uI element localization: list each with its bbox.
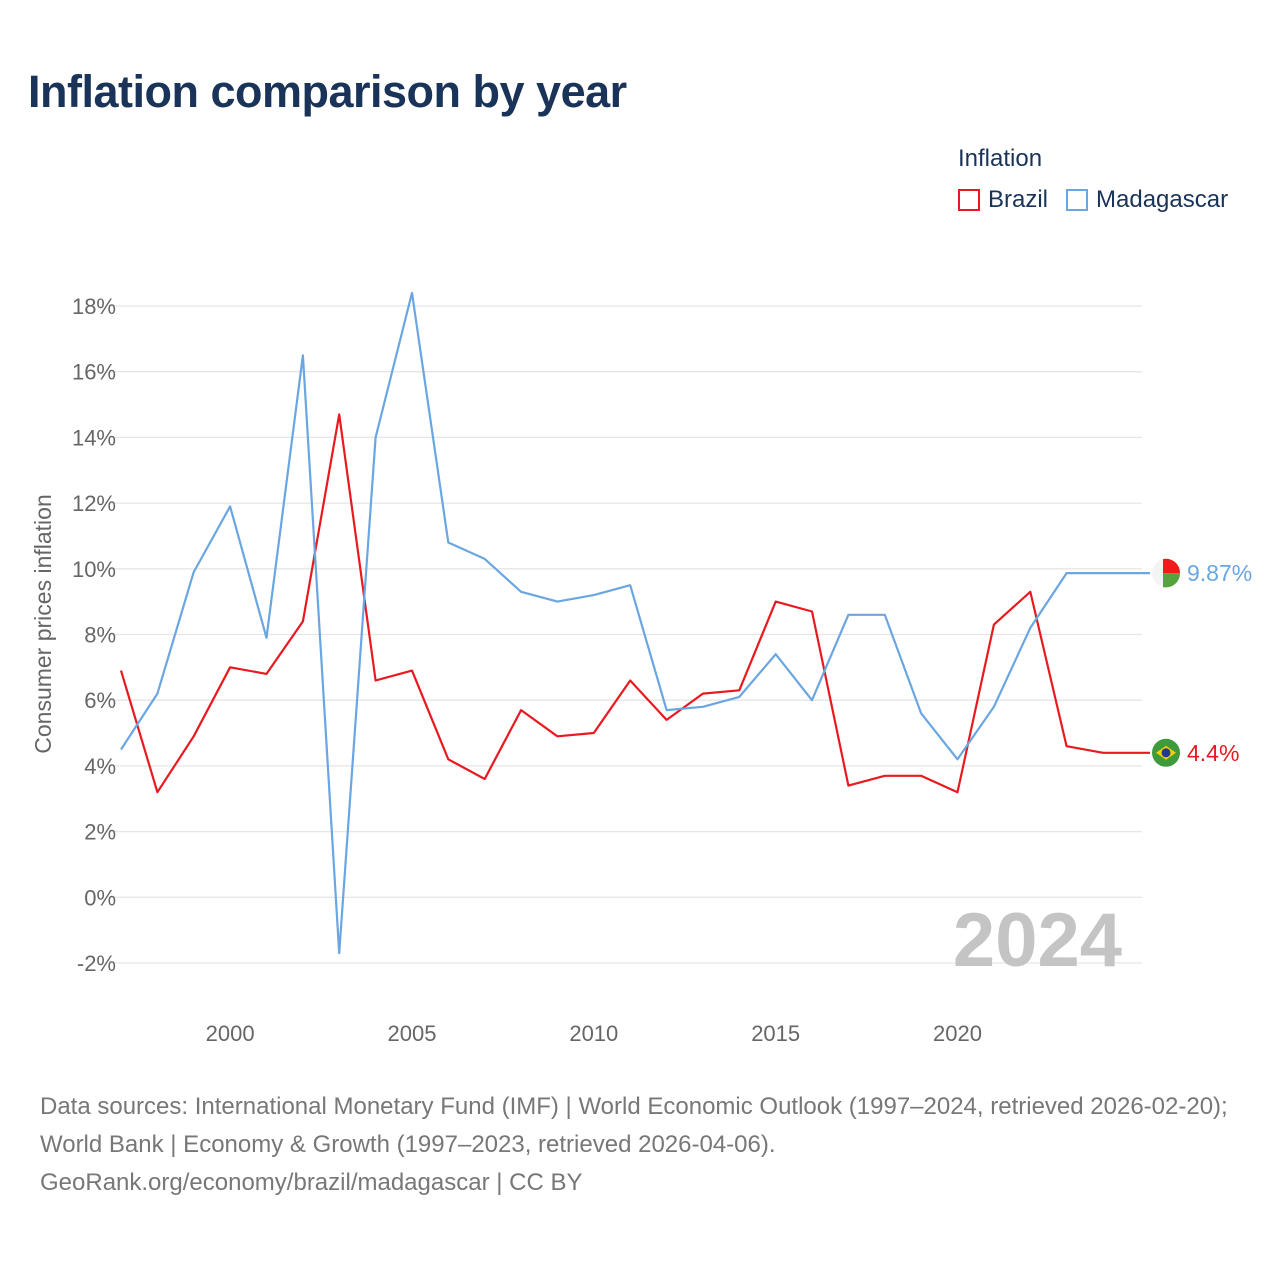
series-line-brazil[interactable] bbox=[119, 413, 1150, 794]
x-tick-label: 2000 bbox=[206, 1021, 255, 1046]
flag-marker-brazil bbox=[1152, 738, 1180, 767]
end-label-brazil: 4.4% bbox=[1187, 740, 1239, 766]
flag-marker-madagascar bbox=[1152, 558, 1181, 588]
y-tick-label: 8% bbox=[84, 623, 116, 648]
legend-swatch-madagascar bbox=[1066, 189, 1089, 211]
x-tick-label: 2015 bbox=[751, 1021, 800, 1046]
legend-title: Inflation bbox=[958, 145, 1043, 172]
y-tick-label: 16% bbox=[72, 360, 116, 385]
y-tick-label: -2% bbox=[77, 951, 116, 976]
y-tick-label: 2% bbox=[84, 820, 116, 845]
y-axis-label: Consumer prices inflation bbox=[30, 494, 56, 754]
x-tick-label: 2010 bbox=[569, 1021, 618, 1046]
footer: Data sources: International Monetary Fun… bbox=[40, 1088, 1250, 1202]
x-tick-label: 2020 bbox=[933, 1021, 982, 1046]
y-tick-label: 10% bbox=[72, 557, 116, 582]
y-tick-label: 6% bbox=[84, 688, 116, 713]
end-label-madagascar: 9.87% bbox=[1187, 560, 1252, 586]
legend-item-madagascar[interactable]: Madagascar bbox=[1066, 186, 1228, 214]
y-tick-label: 4% bbox=[84, 754, 116, 779]
y-tick-label: 14% bbox=[72, 425, 116, 450]
data-sources: Data sources: International Monetary Fun… bbox=[40, 1093, 1228, 1158]
series-line-madagascar[interactable] bbox=[120, 291, 1150, 955]
y-tick-label: 12% bbox=[72, 491, 116, 516]
source-link[interactable]: GeoRank.org/economy/brazil/madagascar | … bbox=[40, 1169, 583, 1196]
year-watermark: 2024 bbox=[953, 898, 1122, 983]
chart-title: Inflation comparison by year bbox=[28, 66, 627, 117]
legend-label-madagascar: Madagascar bbox=[1096, 186, 1229, 213]
y-tick-label: 18% bbox=[72, 294, 116, 319]
x-tick-label: 2005 bbox=[387, 1021, 436, 1046]
legend-item-brazil[interactable]: Brazil bbox=[958, 186, 1048, 214]
y-tick-label: 0% bbox=[84, 885, 116, 910]
legend: Brazil Madagascar bbox=[958, 186, 1246, 214]
legend-label-brazil: Brazil bbox=[988, 186, 1049, 213]
legend-swatch-brazil bbox=[958, 189, 980, 211]
